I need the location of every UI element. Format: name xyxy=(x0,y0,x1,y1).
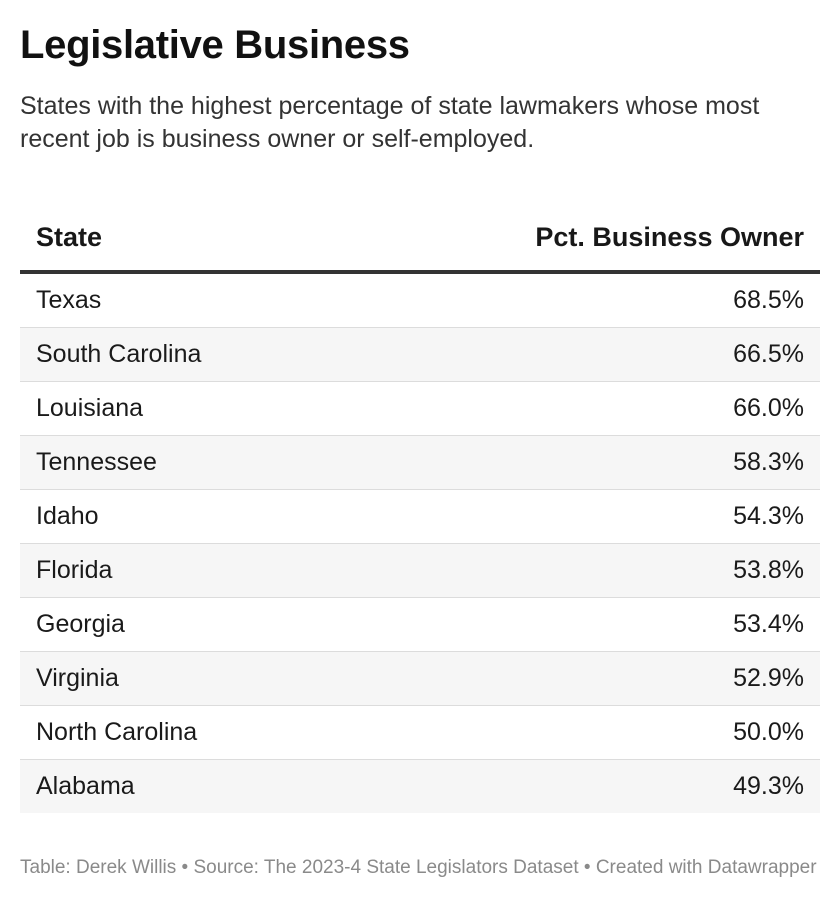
column-header-pct[interactable]: Pct. Business Owner xyxy=(420,204,820,274)
table-row: Texas 68.5% xyxy=(20,272,820,328)
cell-state: Virginia xyxy=(20,651,420,706)
cell-state: South Carolina xyxy=(20,327,420,382)
cell-pct: 66.5% xyxy=(420,327,820,382)
cell-pct: 66.0% xyxy=(420,381,820,436)
source-footer: Table: Derek Willis • Source: The 2023-4… xyxy=(20,857,817,878)
table-figure: Legislative Business States with the hig… xyxy=(20,22,820,881)
column-header-state[interactable]: State xyxy=(20,204,420,274)
cell-pct: 52.9% xyxy=(420,651,820,706)
table-row: Alabama 49.3% xyxy=(20,759,820,813)
cell-state: Idaho xyxy=(20,489,420,544)
cell-state: Georgia xyxy=(20,597,420,652)
cell-state: Texas xyxy=(20,272,420,328)
cell-state: Alabama xyxy=(20,759,420,813)
page-title: Legislative Business xyxy=(20,23,410,67)
cell-state: Tennessee xyxy=(20,435,420,490)
table-body: Texas 68.5% South Carolina 66.5% Louisiana 66… xyxy=(20,272,820,813)
table-header: State Pct. Business Owner xyxy=(20,204,820,274)
cell-pct: 68.5% xyxy=(420,272,820,328)
cell-state: Louisiana xyxy=(20,381,420,436)
table-row: Louisiana 66.0% xyxy=(20,381,820,436)
table-row: Virginia 52.9% xyxy=(20,651,820,706)
cell-state: North Carolina xyxy=(20,705,420,760)
cell-pct: 53.4% xyxy=(420,597,820,652)
cell-pct: 53.8% xyxy=(420,543,820,598)
table-row: South Carolina 66.5% xyxy=(20,327,820,382)
header-row: State Pct. Business Owner xyxy=(20,204,820,274)
table-row: Florida 53.8% xyxy=(20,543,820,598)
data-table: State Pct. Business Owner Texas 68.5% Sout… xyxy=(20,204,820,813)
cell-pct: 49.3% xyxy=(420,759,820,813)
cell-pct: 50.0% xyxy=(420,705,820,760)
cell-pct: 58.3% xyxy=(420,435,820,490)
cell-pct: 54.3% xyxy=(420,489,820,544)
cell-state: Florida xyxy=(20,543,420,598)
table-row: North Carolina 50.0% xyxy=(20,705,820,760)
table-row: Georgia 53.4% xyxy=(20,597,820,652)
table-row: Tennessee 58.3% xyxy=(20,435,820,490)
table-row: Idaho 54.3% xyxy=(20,489,820,544)
page-subtitle: States with the highest percentage of st… xyxy=(20,92,760,153)
